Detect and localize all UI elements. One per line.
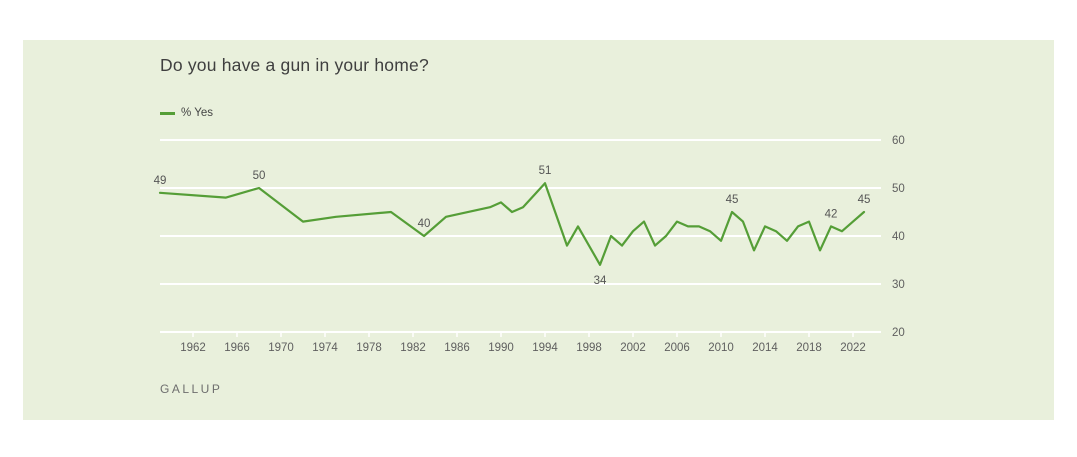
x-axis-label: 1966 bbox=[224, 342, 250, 354]
x-axis-label: 2006 bbox=[664, 342, 690, 354]
x-axis-label: 1982 bbox=[400, 342, 426, 354]
point-label: 34 bbox=[594, 275, 607, 287]
chart-card: Do you have a gun in your home? % Yes 20… bbox=[23, 40, 1054, 420]
x-axis-label: 1962 bbox=[180, 342, 206, 354]
x-axis-label: 1978 bbox=[356, 342, 382, 354]
legend: % Yes bbox=[160, 107, 213, 119]
x-axis-label: 1990 bbox=[488, 342, 514, 354]
x-axis-label: 1994 bbox=[532, 342, 558, 354]
x-axis-label: 2022 bbox=[840, 342, 866, 354]
x-axis-label: 2018 bbox=[796, 342, 822, 354]
point-label: 45 bbox=[726, 194, 739, 206]
point-label: 40 bbox=[418, 218, 431, 230]
trend-line bbox=[158, 182, 866, 266]
point-label: 50 bbox=[253, 170, 266, 182]
x-axis-label: 1970 bbox=[268, 342, 294, 354]
y-axis-label: 30 bbox=[892, 279, 905, 291]
y-axis-label: 60 bbox=[892, 135, 905, 147]
y-axis-label: 40 bbox=[892, 231, 905, 243]
y-axis-label: 50 bbox=[892, 183, 905, 195]
line-chart: 20 30 40 50 60 1962 1966 1970 1974 1978 1982 1986 19… bbox=[154, 135, 905, 354]
legend-label: % Yes bbox=[181, 107, 213, 119]
point-label: 49 bbox=[154, 175, 167, 187]
source-label: GALLUP bbox=[160, 382, 223, 396]
x-axis-label: 2010 bbox=[708, 342, 734, 354]
y-axis-label: 20 bbox=[892, 327, 905, 339]
x-axis-label: 2014 bbox=[752, 342, 778, 354]
x-axis-label: 1998 bbox=[576, 342, 602, 354]
x-axis-label: 1974 bbox=[312, 342, 338, 354]
point-label: 45 bbox=[858, 194, 871, 206]
point-label: 42 bbox=[825, 208, 838, 220]
legend-line-swatch bbox=[160, 111, 175, 115]
chart-title: Do you have a gun in your home? bbox=[160, 55, 429, 75]
x-axis-label: 2002 bbox=[620, 342, 646, 354]
x-axis-label: 1986 bbox=[444, 342, 470, 354]
point-label: 51 bbox=[539, 165, 552, 177]
